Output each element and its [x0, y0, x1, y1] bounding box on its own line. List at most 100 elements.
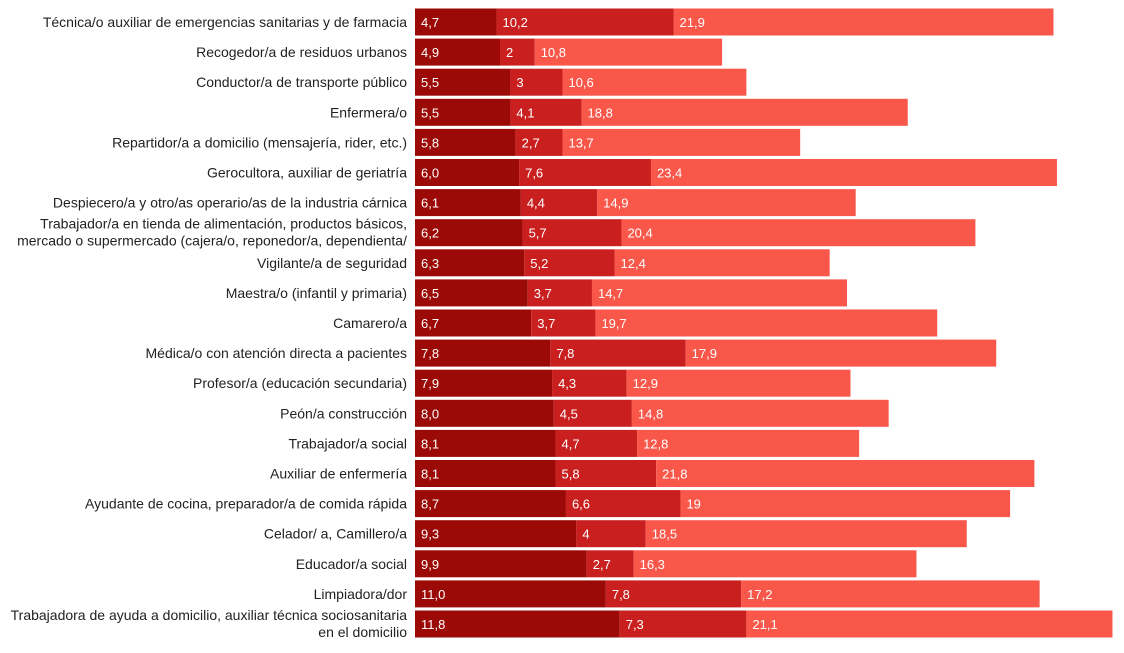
data-label: 12,4 [621, 256, 646, 271]
bar-segment-1 [415, 520, 577, 548]
data-label: 9,3 [421, 527, 439, 542]
category-label: Enfermera/o [330, 104, 407, 120]
category-label: Educador/a social [296, 556, 407, 572]
data-label: 5,2 [530, 256, 548, 271]
bar-segment-3 [581, 98, 908, 126]
data-label: 6,7 [421, 316, 439, 331]
data-label: 17,2 [747, 587, 772, 602]
category-label: Recogedor/a de residuos urbanos [196, 44, 407, 60]
bar-segment-2 [552, 369, 627, 397]
data-label: 5,5 [421, 75, 439, 90]
bar-segment-2 [553, 399, 632, 427]
data-label: 4,1 [516, 105, 534, 120]
data-label: 8,1 [421, 467, 439, 482]
bar-segment-1 [415, 38, 501, 66]
data-label: 14,7 [598, 286, 623, 301]
data-label: 5,5 [421, 105, 439, 120]
bar-segment-3 [597, 189, 856, 217]
data-label: 16,3 [640, 557, 665, 572]
data-label: 6,0 [421, 166, 439, 181]
bar-segment-3 [591, 279, 848, 307]
bar-segment-2 [519, 159, 651, 186]
bar-segment-3 [534, 38, 723, 66]
bar-segment-3 [595, 309, 938, 337]
data-label: 20,4 [627, 226, 652, 241]
bar-segment-1 [415, 369, 553, 397]
bar-segment-3 [562, 128, 801, 156]
bar-segment-2 [605, 580, 742, 608]
category-label: Celador/ a, Camillero/a [264, 526, 407, 542]
bar-segment-3 [614, 249, 830, 277]
category-label: Trabajador/a en tienda de alimentación, … [17, 216, 407, 249]
bar-segment-1 [415, 460, 556, 487]
category-label: Vigilante/a de seguridad [257, 255, 407, 271]
category-label: Profesor/a (educación secundaria) [193, 375, 407, 391]
bar-segment-3 [746, 610, 1113, 638]
bar-segment-2 [555, 429, 638, 457]
category-label: Conductor/a de transporte público [196, 74, 407, 90]
bar-segment-3 [673, 8, 1054, 36]
bar-segment-3 [656, 460, 1035, 487]
bar-segment-1 [415, 550, 587, 578]
data-label: 21,1 [752, 617, 777, 632]
data-label: 13,7 [568, 135, 593, 150]
data-label: 6,5 [421, 286, 439, 301]
bar-segment-2 [531, 309, 596, 337]
data-label: 9,9 [421, 557, 439, 572]
bar-segment-2 [515, 128, 563, 156]
category-label: Trabajadora de ayuda a domicilio, auxili… [11, 607, 408, 640]
bar-segment-1 [415, 580, 606, 608]
bar-segment-1 [415, 399, 554, 427]
data-label: 7,8 [556, 346, 574, 361]
data-label: 7,8 [612, 587, 630, 602]
bar-segment-3 [562, 68, 747, 96]
data-label: 11,8 [421, 617, 445, 632]
data-label: 7,9 [421, 376, 439, 391]
data-label: 6,3 [421, 256, 439, 271]
bar-segment-3 [621, 219, 976, 247]
category-label: Maestra/o (infantil y primaria) [226, 285, 407, 301]
bar-segment-2 [520, 189, 598, 217]
bar-segment-3 [626, 369, 851, 397]
bar-segment-1 [415, 429, 556, 457]
bar-segment-2 [586, 550, 634, 578]
bar-segment-2 [576, 520, 646, 548]
data-label: 21,8 [662, 467, 687, 482]
category-label: Peón/a construcción [280, 405, 407, 421]
data-label: 14,9 [603, 196, 628, 211]
data-label: 23,4 [657, 166, 682, 181]
bar-segment-1 [415, 128, 516, 156]
bar-segment-2 [555, 460, 657, 487]
category-label: Gerocultora, auxiliar de geriatría [207, 165, 407, 181]
bar-segment-2 [527, 279, 592, 307]
data-label: 21,9 [680, 15, 705, 30]
data-label: 10,8 [541, 45, 566, 60]
category-label: Despiecero/a y otro/as operario/as de la… [53, 195, 407, 211]
category-label: Auxiliar de enfermería [270, 466, 407, 482]
data-label: 4,4 [527, 196, 545, 211]
bar-segment-1 [415, 610, 620, 638]
bar-segment-1 [415, 490, 566, 518]
data-label: 7,8 [421, 346, 439, 361]
data-label: 12,9 [633, 376, 658, 391]
bar-segment-2 [496, 8, 674, 36]
data-label: 17,9 [692, 346, 717, 361]
data-label: 5,7 [529, 226, 547, 241]
bar-segment-2 [550, 339, 686, 367]
bar-segment-1 [415, 219, 523, 247]
data-label: 7,3 [626, 617, 644, 632]
bar-segment-2 [619, 610, 747, 638]
data-label: 2,7 [593, 557, 611, 572]
data-label: 8,1 [421, 436, 439, 451]
bar-segment-2 [510, 98, 582, 126]
data-label: 11,0 [421, 587, 445, 602]
data-label: 4,7 [421, 15, 439, 30]
data-label: 10,6 [568, 75, 593, 90]
data-label: 18,8 [588, 105, 613, 120]
bar-segment-3 [645, 520, 967, 548]
data-label: 2 [506, 45, 513, 60]
data-label: 4 [582, 527, 589, 542]
data-label: 6,6 [572, 497, 590, 512]
data-label: 19 [686, 497, 700, 512]
